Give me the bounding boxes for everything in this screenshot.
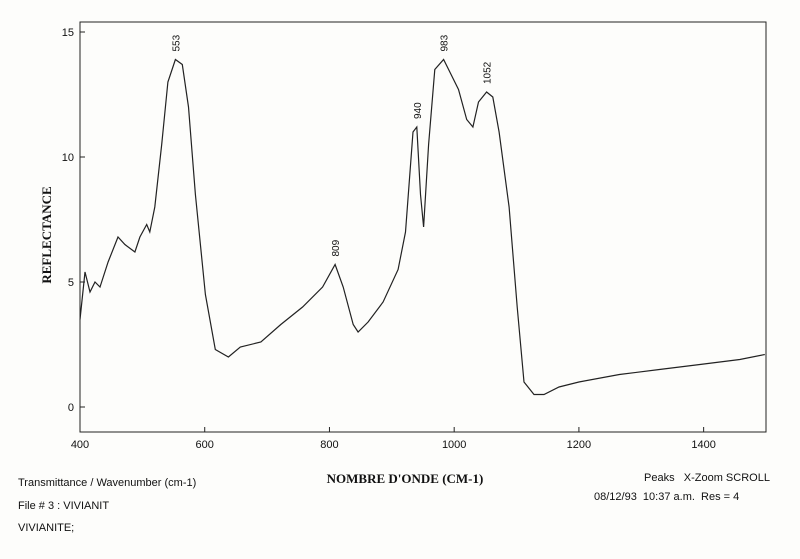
footer-text: Peaks X-Zoom SCROLL [644,472,770,484]
y-tick-label: 5 [68,277,74,289]
footer-text: Transmittance / Wavenumber (cm-1) [18,477,196,489]
y-tick-label: 0 [68,402,74,414]
x-tick-label: 1400 [691,439,715,451]
y-tick-label: 15 [62,27,74,39]
x-tick-label: 400 [71,439,89,451]
peak-label: 983 [440,34,451,51]
footer-text: File # 3 : VIVIANIT [18,500,109,512]
peak-label: 1052 [483,61,494,84]
peak-label: 809 [331,239,342,256]
spectrum-line [79,58,765,396]
x-tick-label: 1200 [567,439,591,451]
peak-label: 940 [413,102,424,119]
peak-label: 553 [171,34,182,51]
plot-frame [79,21,767,433]
y-axis-label: REFLECTANCE [39,186,54,283]
x-axis-label: NOMBRE D'ONDE (CM-1) [327,471,484,486]
x-tick-label: 800 [320,439,338,451]
footer-text: VIVIANITE; [18,522,74,534]
x-tick-label: 600 [196,439,214,451]
x-tick-label: 1000 [442,439,466,451]
y-tick-label: 10 [62,152,74,164]
footer-text: 08/12/93 10:37 a.m. Res = 4 [594,491,739,503]
